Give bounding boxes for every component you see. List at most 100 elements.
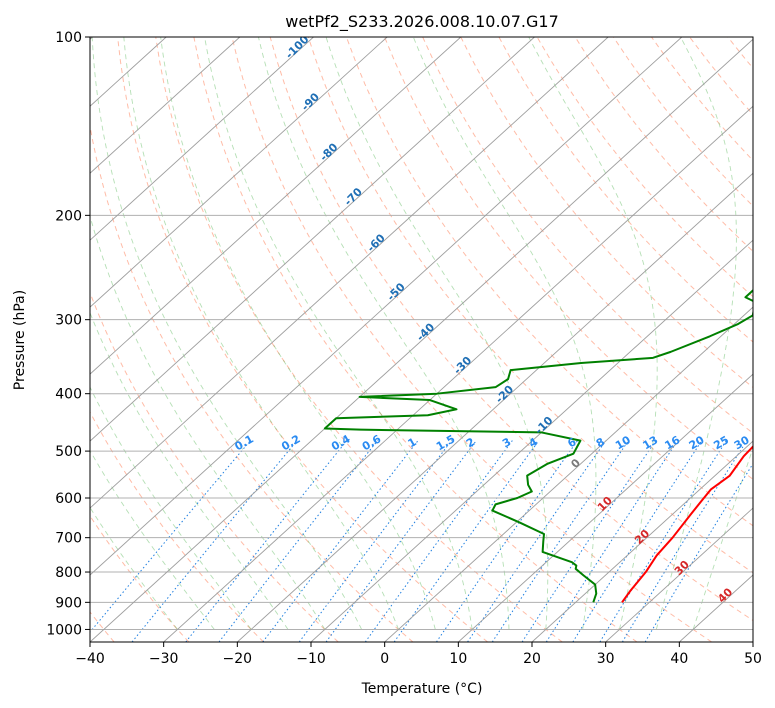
dry-adiabat-line [612, 37, 753, 207]
dry-adiabat-line [193, 37, 638, 642]
x-tick-label: −10 [296, 651, 326, 667]
isotherm-line [752, 641, 753, 642]
isotherm-line [163, 105, 753, 642]
dry-adiabat-line [384, 37, 753, 480]
y-tick-label: 300 [55, 313, 82, 329]
x-tick-label: 20 [523, 651, 541, 667]
mixing-ratio-label: 0.6 [360, 432, 384, 453]
x-tick-label: −20 [223, 651, 253, 667]
isotherm-label: -90 [299, 90, 322, 113]
mixing-ratio-line [599, 440, 727, 642]
x-tick-label: 50 [744, 651, 762, 667]
line-labels: 0.1 0.2 0.4 0.6 1 1.5 2 3 4 6 8 10 13 16 20 25 30 36-100-… [232, 37, 773, 606]
isotherm-line [310, 239, 753, 642]
mixing-ratio-label: 36 [753, 433, 773, 452]
isotherm-line [90, 37, 241, 174]
mixing-ratio-line [185, 440, 348, 642]
chart-title: wetPf2_S233.2026.008.10.07.G17 [285, 12, 559, 32]
x-tick-label: −30 [149, 651, 179, 667]
mixing-ratio-label: 3 [500, 435, 513, 450]
mixing-ratio-line [436, 440, 578, 642]
dry-adiabat-line [727, 37, 753, 69]
moist-adiabat-line [90, 214, 326, 630]
y-tick-label: 800 [55, 565, 82, 581]
y-axis-title: Pressure (hPa) [12, 290, 28, 390]
moist-adiabat-line [692, 446, 753, 630]
series-lines [323, 289, 753, 603]
mixing-ratio-label: 0.4 [329, 432, 353, 453]
moist-adiabat-line [90, 311, 289, 630]
dry-adiabat-line [574, 37, 753, 253]
y-tick-label: 600 [55, 491, 82, 507]
dry-adiabat-line [90, 123, 414, 642]
x-tick-label: 40 [670, 651, 688, 667]
mixing-ratio-label: 20 [687, 433, 707, 452]
moist-adiabat-line [91, 37, 363, 630]
dry-adiabat-line [90, 515, 190, 642]
y-axis: 100 200 300 400 500 600 700 800 900 1000 [46, 30, 90, 638]
mixing-ratio-label: 1 [406, 435, 419, 450]
isotherm-line [90, 37, 609, 509]
dry-adiabat-line [307, 37, 753, 574]
moist-adiabat-line [412, 37, 597, 630]
mixing-ratio-line [491, 440, 629, 642]
isotherm-line [531, 440, 753, 642]
isotherm-line [458, 373, 753, 642]
dry-adiabat-line [651, 37, 753, 162]
mixing-ratio-label: 0.2 [279, 432, 302, 453]
isotherm-line [90, 37, 535, 442]
y-tick-label: 1000 [46, 622, 82, 638]
mixing-ratio-label: 16 [663, 433, 683, 452]
isotherm-label: -10 [532, 414, 555, 437]
dry-adiabat-line [766, 37, 775, 642]
y-tick-label: 500 [55, 444, 82, 460]
moist-adiabat-line [123, 37, 399, 630]
mixing-ratio-label: 1.5 [434, 432, 457, 453]
moist-adiabat-line [325, 37, 549, 630]
grid [90, 37, 753, 642]
mixing-ratio-line [325, 440, 477, 642]
dry-adiabat-line [117, 37, 488, 642]
mixing-ratio-line [131, 440, 298, 642]
y-tick-label: 400 [55, 387, 82, 403]
dry-adiabat-line [269, 37, 753, 622]
mixing-ratio-line [298, 440, 453, 642]
isotherm-label: -70 [342, 185, 365, 208]
isotherm-label: -60 [365, 231, 388, 254]
moist-adiabat-line [528, 37, 658, 630]
isotherm-line [237, 172, 753, 642]
moist-adiabat-line [204, 37, 473, 630]
mixing-ratio-label: 10 [613, 433, 633, 452]
isotherm-label: 20 [632, 527, 652, 547]
x-axis: −40 −30 −20 −10 0 10 20 30 40 50 [75, 642, 762, 667]
x-tick-label: 10 [449, 651, 467, 667]
mixing-ratio-line [364, 440, 513, 642]
temperature-profile-line [621, 445, 753, 603]
mixing-ratio-line [572, 440, 703, 642]
isotherm-line [90, 37, 683, 576]
mixing-ratio-line [467, 440, 607, 642]
y-tick-label: 900 [55, 595, 82, 611]
moist-adiabat-line [257, 37, 510, 630]
thermo-background [90, 37, 775, 642]
dry-adiabat-line [90, 291, 339, 642]
x-tick-label: 0 [380, 651, 389, 667]
dewpoint-profile-line [323, 289, 753, 603]
plot-frame [89, 36, 754, 643]
isotherm-line [90, 37, 388, 308]
dry-adiabat-line [460, 37, 753, 389]
isotherm-line [605, 507, 753, 642]
isotherm-label: -50 [385, 280, 408, 303]
mixing-ratio-label: 13 [640, 433, 660, 452]
isotherm-line [90, 37, 314, 241]
mixing-ratio-label: 0.1 [232, 432, 255, 453]
dry-adiabat-line [90, 411, 264, 642]
x-tick-label: −40 [75, 651, 105, 667]
x-axis-title: Temperature (°C) [361, 681, 483, 697]
y-tick-label: 200 [55, 208, 82, 224]
y-tick-label: 700 [55, 531, 82, 547]
isotherm-label: -80 [317, 140, 340, 163]
moist-adiabat-line [90, 386, 252, 630]
isotherm-line [384, 306, 753, 642]
